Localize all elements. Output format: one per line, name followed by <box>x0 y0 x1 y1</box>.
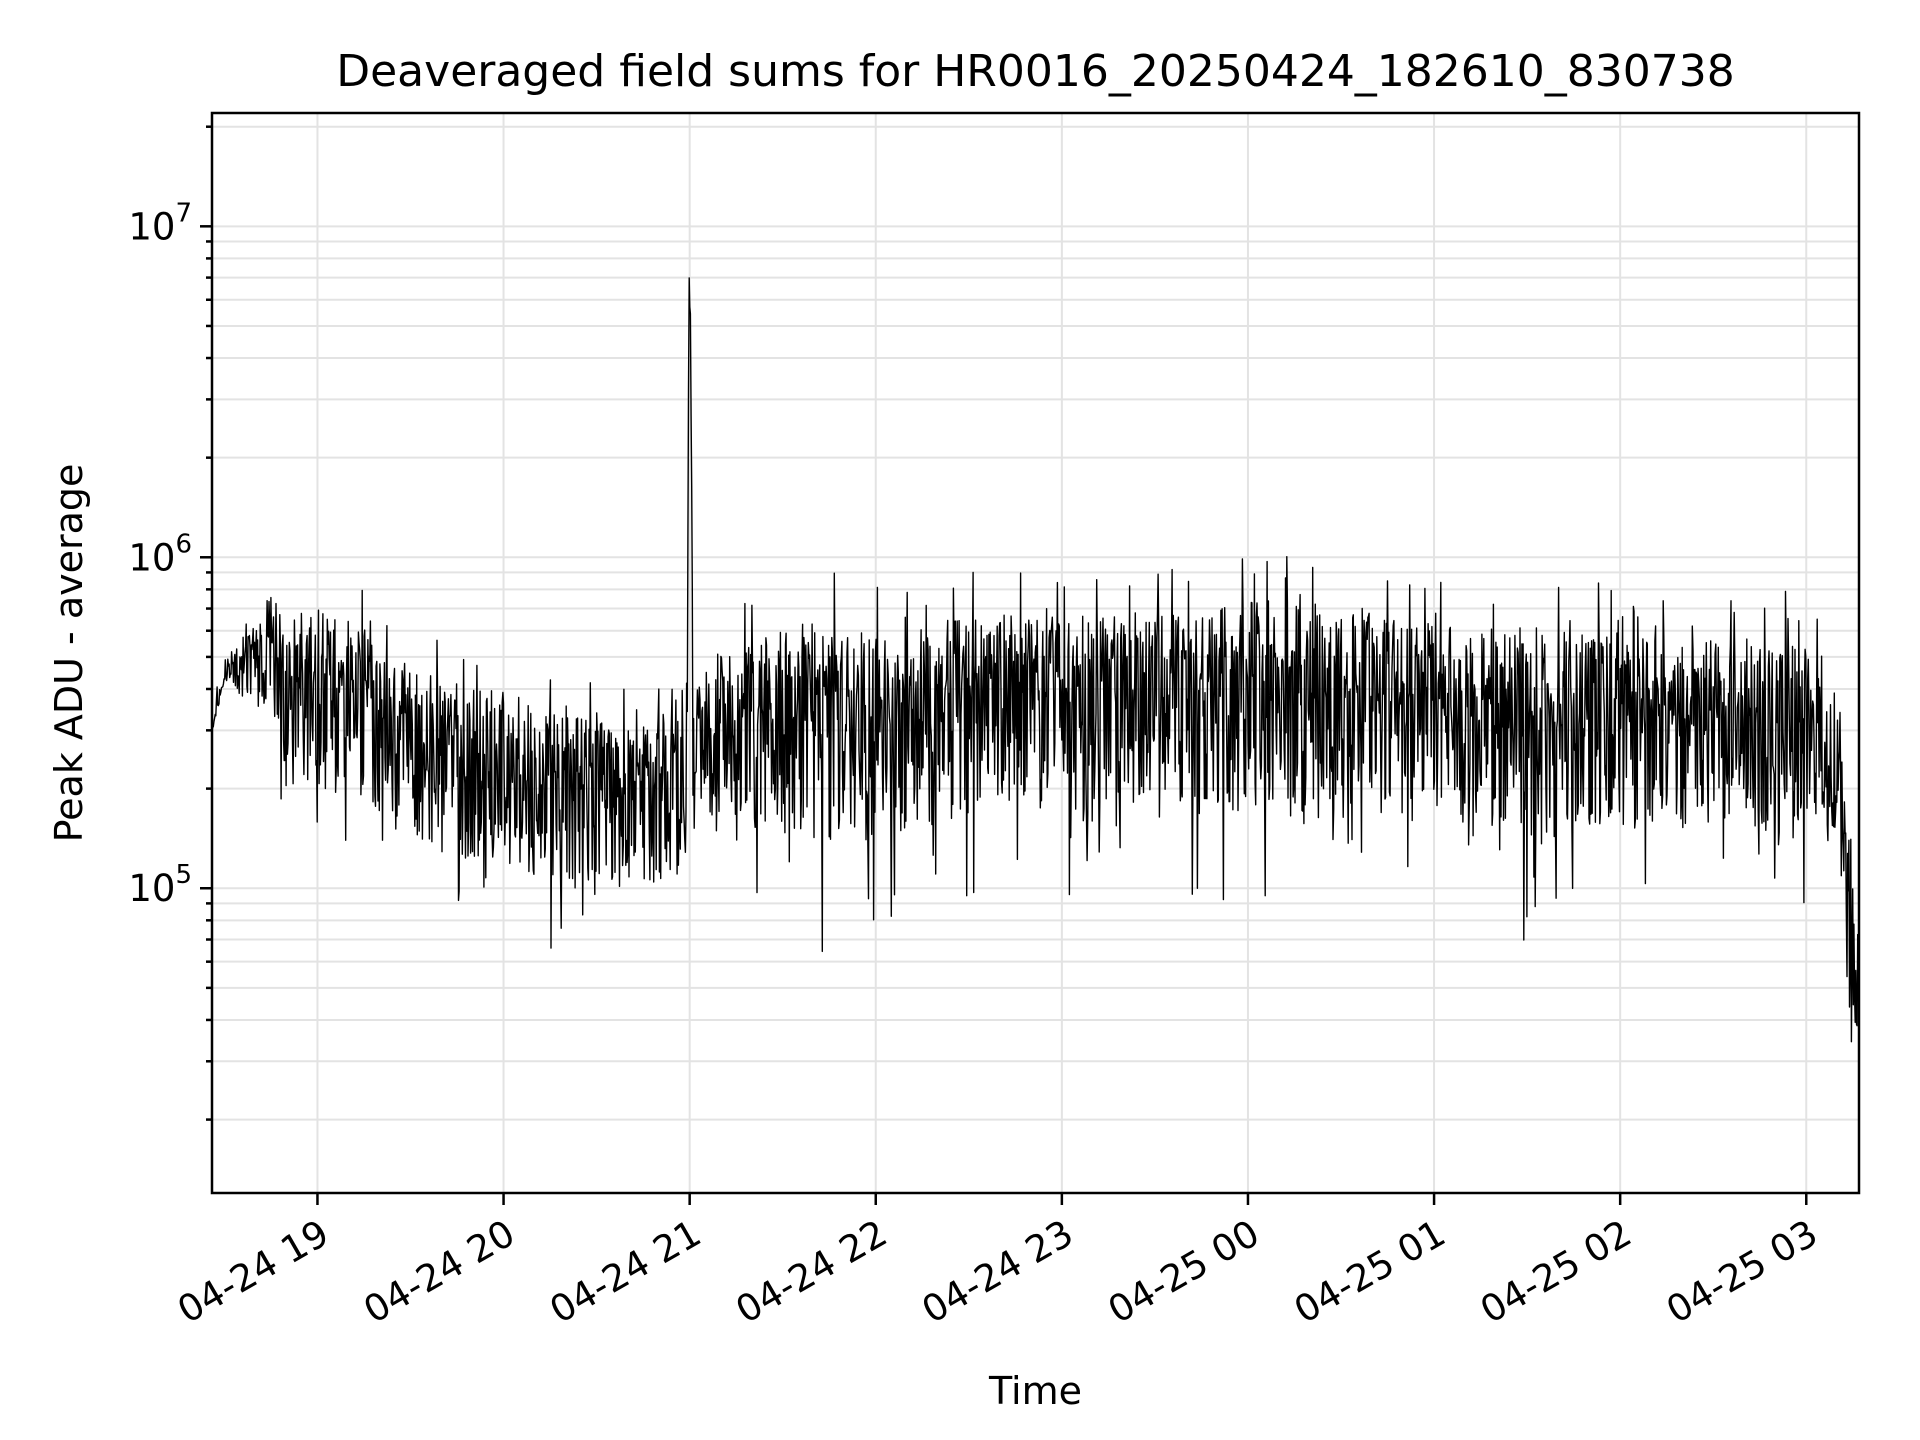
plot-frame <box>210 111 1861 1195</box>
chart-title: Deaveraged field sums for HR0016_2025042… <box>336 46 1735 97</box>
y-tick-label: 105 <box>128 860 192 910</box>
x-tick-label: 04-25 03 <box>1659 1212 1825 1332</box>
x-tick-label: 04-24 20 <box>356 1212 522 1332</box>
x-tick-label: 04-24 19 <box>170 1212 336 1332</box>
series-line <box>211 277 1860 1043</box>
x-tick-label: 04-25 02 <box>1473 1212 1639 1332</box>
x-tick-label: 04-24 23 <box>915 1212 1081 1332</box>
x-axis-label: Time <box>988 1369 1082 1413</box>
x-tick-label: 04-24 21 <box>543 1212 709 1332</box>
y-tick-label: 107 <box>128 198 192 248</box>
y-tick-label: 106 <box>128 529 192 579</box>
x-tick-label: 04-24 22 <box>729 1212 895 1332</box>
x-tick-label: 04-25 01 <box>1287 1212 1453 1332</box>
y-axis-label: Peak ADU - average <box>47 464 91 843</box>
x-tick-label: 04-25 00 <box>1101 1212 1267 1332</box>
y-axis: 105 106 107 <box>128 125 212 1121</box>
x-axis: 04-24 19 04-24 20 04-24 21 04-24 22 04-24 23… <box>170 1193 1825 1332</box>
